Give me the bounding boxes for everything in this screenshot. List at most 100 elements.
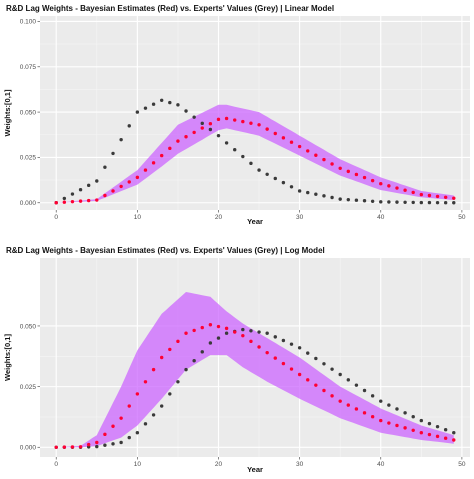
- data-point-bayesian: [176, 139, 180, 143]
- data-point-bayesian: [241, 333, 245, 338]
- chart-title-log: R&D Lag Weights - Bayesian Estimates (Re…: [6, 246, 325, 255]
- data-point-bayesian: [362, 175, 367, 180]
- data-point-experts: [257, 168, 261, 172]
- data-point-bayesian: [330, 162, 334, 166]
- data-point-bayesian: [86, 442, 91, 447]
- data-point-bayesian: [103, 432, 107, 437]
- data-point-bayesian: [184, 135, 188, 139]
- data-point-experts: [208, 127, 213, 132]
- data-point-bayesian: [192, 130, 196, 135]
- data-point-experts: [103, 165, 107, 169]
- data-point-experts: [143, 422, 148, 426]
- data-point-bayesian: [95, 440, 99, 445]
- data-point-bayesian: [257, 345, 261, 349]
- data-point-experts: [281, 338, 286, 343]
- data-point-bayesian: [224, 326, 229, 331]
- data-point-experts: [241, 154, 245, 159]
- data-point-experts: [273, 335, 277, 339]
- data-point-experts: [322, 194, 326, 198]
- data-point-experts: [176, 103, 180, 107]
- data-point-experts: [330, 367, 334, 371]
- y-axis-title: Weights:[0,1]: [3, 89, 12, 136]
- data-point-bayesian: [419, 192, 424, 197]
- data-point-bayesian: [346, 169, 351, 174]
- data-point-bayesian: [265, 350, 269, 355]
- data-point-experts: [192, 359, 196, 363]
- data-point-bayesian: [176, 339, 180, 344]
- data-point-experts: [241, 327, 245, 332]
- data-point-experts: [379, 399, 383, 403]
- data-point-experts: [216, 336, 221, 340]
- x-axis-title: Year: [247, 217, 263, 226]
- data-point-bayesian: [208, 121, 213, 126]
- data-point-experts: [306, 351, 310, 355]
- credible-band: [56, 104, 454, 203]
- data-point-experts: [322, 362, 326, 366]
- data-point-bayesian: [54, 445, 58, 449]
- data-point-bayesian: [111, 189, 115, 193]
- x-tick-label: 40: [377, 214, 385, 221]
- data-point-bayesian: [151, 161, 156, 165]
- data-point-bayesian: [379, 182, 383, 186]
- data-point-bayesian: [281, 136, 286, 140]
- data-point-bayesian: [387, 421, 391, 425]
- data-point-experts: [395, 200, 399, 204]
- data-point-bayesian: [70, 445, 75, 449]
- data-point-bayesian: [419, 431, 424, 435]
- data-point-experts: [159, 98, 164, 103]
- data-point-experts: [249, 161, 253, 166]
- data-point-bayesian: [216, 117, 221, 122]
- data-point-bayesian: [452, 438, 456, 442]
- data-point-bayesian: [289, 367, 294, 371]
- y-axis-title: Weights:[0,1]: [3, 334, 12, 381]
- data-point-experts: [224, 331, 229, 335]
- data-point-experts: [265, 331, 269, 335]
- data-point-experts: [370, 199, 375, 203]
- data-point-bayesian: [338, 166, 342, 170]
- data-point-bayesian: [427, 193, 432, 198]
- x-tick-label: 30: [296, 214, 304, 221]
- data-point-bayesian: [233, 118, 237, 122]
- data-point-experts: [78, 187, 83, 192]
- data-point-bayesian: [330, 394, 334, 398]
- data-point-experts: [143, 106, 148, 110]
- data-point-bayesian: [435, 434, 440, 439]
- data-point-experts: [443, 427, 448, 432]
- data-point-bayesian: [265, 127, 269, 131]
- data-point-bayesian: [370, 415, 375, 419]
- data-point-experts: [362, 388, 367, 393]
- data-point-bayesian: [338, 399, 342, 403]
- credible-band: [56, 292, 454, 448]
- data-point-experts: [379, 200, 383, 204]
- data-point-bayesian: [184, 331, 188, 335]
- data-point-bayesian: [86, 198, 91, 203]
- data-point-experts: [354, 383, 359, 387]
- data-point-bayesian: [314, 383, 318, 387]
- data-point-bayesian: [151, 367, 156, 372]
- data-point-experts: [200, 350, 204, 354]
- x-tick-label: 0: [54, 461, 58, 468]
- data-point-experts: [370, 394, 375, 398]
- data-point-experts: [233, 148, 237, 152]
- data-point-experts: [184, 367, 188, 372]
- data-point-experts: [387, 403, 391, 407]
- data-point-bayesian: [443, 195, 448, 200]
- data-point-experts: [111, 151, 115, 156]
- data-point-experts: [452, 201, 456, 205]
- data-point-bayesian: [297, 144, 302, 149]
- data-point-experts: [224, 141, 229, 145]
- x-tick-label: 30: [296, 461, 304, 468]
- data-point-experts: [70, 192, 75, 196]
- data-point-bayesian: [54, 201, 58, 205]
- data-point-experts: [111, 442, 115, 446]
- data-point-experts: [452, 431, 456, 435]
- data-point-bayesian: [159, 355, 164, 360]
- data-point-experts: [362, 199, 367, 203]
- data-point-bayesian: [249, 339, 253, 344]
- chart-log-model: 0 10 20 30 40 50 0.000 0.025 0.050 Year Weights:[0…: [3, 258, 470, 474]
- data-point-bayesian: [411, 190, 415, 195]
- data-point-experts: [330, 195, 334, 200]
- data-point-experts: [127, 124, 131, 128]
- data-point-bayesian: [362, 411, 367, 415]
- data-point-bayesian: [273, 131, 277, 136]
